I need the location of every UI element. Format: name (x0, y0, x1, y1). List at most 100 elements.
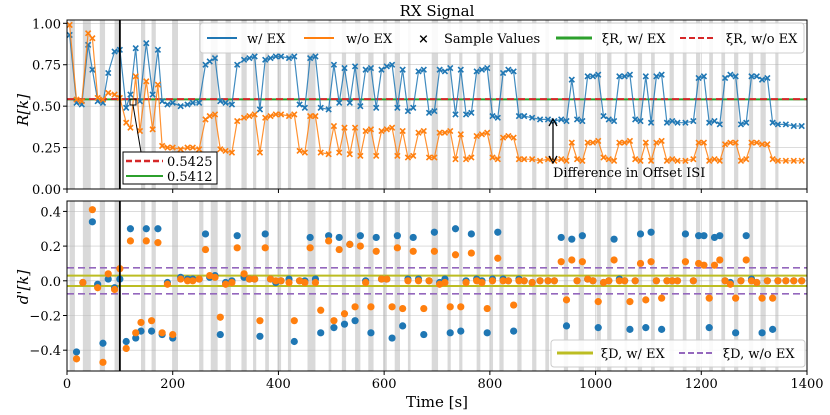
scatter-point-wo-ex (110, 285, 119, 294)
sample-marker-wo-ex (579, 157, 586, 164)
scatter-point-w-ex (147, 327, 156, 335)
scatter-point-wo-ex (88, 206, 96, 214)
sample-marker-wo-ex (149, 126, 156, 133)
scatter-point-w-ex (132, 334, 140, 342)
sample-marker-w-ex (462, 111, 470, 118)
top-y-tick-label: 0.25 (32, 142, 61, 157)
top-shaded-interval (459, 20, 463, 189)
scatter-point-wo-ex (251, 275, 259, 283)
scatter-point-wo-ex (393, 244, 401, 252)
scatter-point-wo-ex (790, 277, 798, 285)
top-shaded-interval (277, 20, 282, 189)
scatter-point-wo-ex (189, 277, 197, 285)
scatter-point-wo-ex (763, 277, 771, 285)
sample-marker-w-ex (499, 69, 507, 77)
x-tick-label: 600 (372, 377, 397, 392)
top-shaded-interval (578, 20, 584, 189)
bottom-plot-frame (66, 200, 808, 372)
scatter-point-w-ex (356, 232, 364, 240)
sample-marker-wo-ex (373, 152, 380, 160)
sample-marker-wo-ex (573, 156, 581, 163)
scatter-point-w-ex (340, 320, 349, 328)
scatter-point-wo-ex (636, 259, 645, 268)
top-y-axis-label: R[k] (14, 94, 32, 127)
top-shaded-interval (69, 20, 75, 189)
sample-marker-wo-ex (798, 157, 805, 164)
scatter-point-wo-ex (169, 330, 177, 339)
sample-marker-w-ex (296, 101, 303, 108)
sample-marker-w-ex (515, 112, 523, 120)
scatter-point-wo-ex (290, 317, 298, 325)
scatter-point-w-ex (201, 230, 210, 238)
legend-label-xi-r-wo-ex: ξR, w/o EX (726, 32, 798, 47)
top-shaded-interval (407, 20, 411, 189)
x-tick-label: 0 (63, 377, 71, 392)
sample-marker-wo-ex (790, 157, 797, 164)
top-shaded-interval (341, 20, 347, 189)
sample-marker-w-ex (410, 104, 417, 111)
sample-marker-wo-ex (184, 144, 191, 151)
sample-marker-w-ex (378, 66, 385, 73)
scatter-point-wo-ex (201, 245, 210, 254)
scatter-point-wo-ex (441, 278, 449, 287)
sample-marker-wo-ex (748, 139, 755, 146)
scatter-point-wo-ex (483, 304, 491, 313)
scatter-point-wo-ex (544, 277, 552, 285)
sample-marker-w-ex (758, 76, 766, 83)
sample-marker-wo-ex (457, 131, 464, 138)
scatter-point-wo-ex (594, 298, 602, 306)
sample-marker-w-ex (447, 64, 454, 72)
scatter-point-wo-ex (317, 306, 325, 314)
sample-marker-w-ex (674, 119, 681, 126)
sample-marker-w-ex (222, 99, 229, 107)
scatter-point-wo-ex (216, 313, 224, 321)
sample-marker-w-ex (748, 73, 755, 80)
top-shaded-interval (447, 20, 451, 189)
bottom-y-axis-label: d'[k] (14, 270, 32, 305)
sample-marker-w-ex (632, 116, 639, 123)
top-shaded-interval (517, 20, 522, 189)
sample-marker-wo-ex (351, 124, 359, 131)
top-plot-frame (66, 19, 808, 190)
top-shaded-interval (624, 20, 628, 189)
annotation-label: Difference in Offset ISI (553, 166, 705, 181)
sample-marker-w-ex (769, 119, 776, 126)
scatter-point-w-ex (256, 332, 264, 340)
top-shaded-interval (545, 20, 550, 189)
top-shaded-interval (775, 20, 779, 189)
sample-marker-w-ex (306, 54, 314, 62)
sample-marker-wo-ex (431, 154, 438, 161)
sample-marker-w-ex (790, 122, 797, 130)
scatter-point-wo-ex (414, 277, 423, 285)
sample-marker-wo-ex (743, 156, 750, 163)
top-shaded-interval (114, 20, 121, 189)
top-shaded-interval (476, 20, 481, 189)
inset-connector (132, 104, 142, 153)
sample-marker-wo-ex (653, 139, 660, 146)
sample-marker-wo-ex (272, 111, 279, 118)
legend-label-sample: Sample Values (444, 32, 540, 47)
sample-marker-wo-ex (782, 157, 790, 164)
top-legend: w/ EX w/o EX × Sample Values ξR, w/ EX ξ… (199, 22, 805, 54)
scatter-point-w-ex (154, 225, 162, 233)
sample-marker-w-ex (600, 112, 607, 120)
sample-marker-w-ex (330, 61, 338, 68)
top-shaded-interval (499, 20, 504, 189)
sample-marker-wo-ex (499, 134, 507, 141)
sample-marker-wo-ex (690, 156, 697, 163)
top-panel: 0.00 0.25 0.50 0.75 1.00 (32, 17, 808, 198)
scatter-point-wo-ex (732, 294, 740, 302)
sample-marker-w-ex (184, 101, 191, 108)
sample-marker-w-ex (164, 101, 171, 108)
top-shaded-interval (265, 20, 269, 189)
sample-marker-wo-ex (362, 127, 369, 135)
scatter-point-wo-ex (716, 256, 724, 264)
sample-marker-wo-ex (436, 129, 443, 136)
sample-marker-w-ex (568, 76, 575, 83)
sample-marker-w-ex (143, 40, 150, 47)
sample-marker-w-ex (123, 104, 130, 111)
sample-marker-wo-ex (66, 21, 73, 29)
sample-marker-w-ex (658, 71, 665, 78)
x-tick-label: 1400 (790, 377, 823, 392)
sample-marker-wo-ex (301, 149, 309, 156)
